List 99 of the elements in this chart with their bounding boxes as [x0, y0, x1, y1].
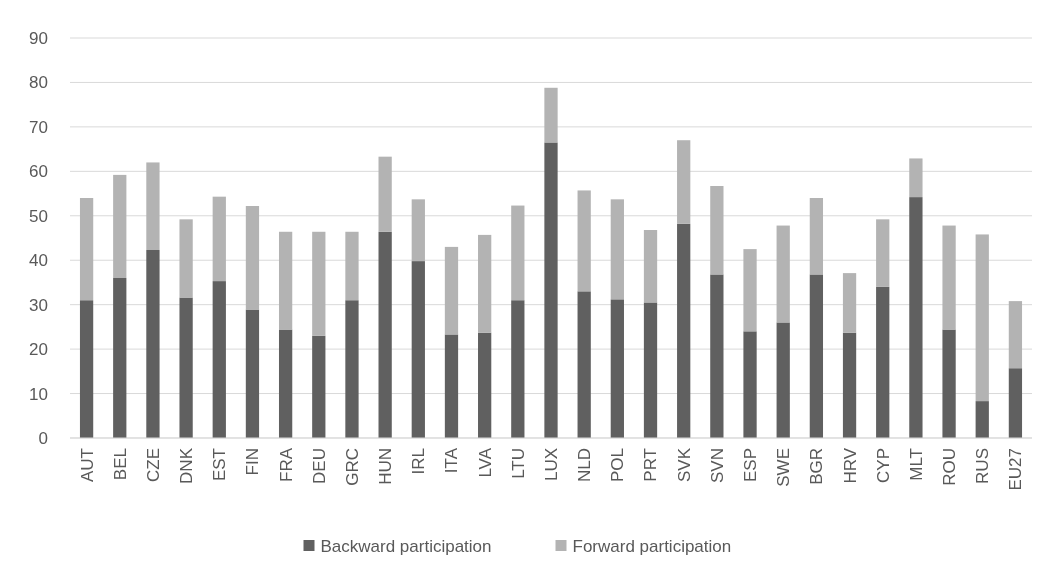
bar — [146, 162, 160, 250]
y-tick-label: 70 — [29, 117, 48, 137]
bar — [79, 300, 94, 438]
x-tick-label: ITA — [442, 447, 462, 474]
bar — [411, 199, 425, 262]
legend-label: Forward participation — [572, 536, 732, 556]
y-tick-label: 40 — [29, 251, 48, 271]
bar — [278, 231, 293, 330]
x-tick-label: AUT — [77, 448, 97, 482]
bar — [677, 140, 691, 224]
x-tick-label: RUS — [973, 448, 993, 484]
bar — [146, 250, 160, 438]
bar — [577, 291, 591, 438]
x-tick-label: SWE — [774, 448, 794, 487]
bar — [245, 309, 260, 438]
bar — [511, 300, 525, 438]
bar — [743, 331, 757, 438]
bar — [511, 205, 525, 301]
x-tick-label: EST — [210, 448, 230, 482]
bar — [942, 329, 956, 438]
x-tick-label: GRC — [342, 448, 362, 486]
bar — [809, 274, 824, 438]
bar — [212, 281, 226, 438]
bar — [245, 206, 260, 310]
bar — [544, 87, 558, 143]
x-tick-label: IRL — [409, 448, 429, 475]
x-tick-label: FIN — [243, 448, 263, 476]
bar — [478, 234, 492, 333]
bar — [378, 231, 392, 438]
bar — [312, 335, 326, 438]
bar — [345, 231, 359, 301]
x-tick-label: FRA — [276, 447, 296, 482]
bar — [577, 190, 591, 292]
y-tick-label: 50 — [29, 206, 48, 226]
bar — [444, 334, 459, 438]
bar — [975, 401, 989, 438]
x-tick-label: CYP — [873, 448, 893, 483]
bar — [643, 302, 658, 438]
x-tick-label: CZE — [143, 448, 163, 482]
bar — [610, 199, 624, 300]
bar — [776, 322, 790, 438]
bar — [544, 142, 558, 438]
y-tick-label: 10 — [29, 384, 48, 404]
x-tick-label: HRV — [840, 447, 860, 484]
bar — [610, 299, 624, 438]
x-tick-label: DEU — [309, 448, 329, 484]
bar — [312, 231, 326, 336]
x-tick-label: NLD — [575, 448, 595, 483]
y-tick-label: 0 — [38, 428, 48, 448]
bar — [975, 234, 989, 402]
bar — [876, 219, 890, 287]
x-tick-label: ESP — [740, 448, 760, 483]
y-tick-label: 80 — [29, 73, 48, 93]
bar — [444, 246, 459, 335]
bar — [1008, 301, 1023, 369]
bar — [909, 197, 923, 438]
y-tick-label: 60 — [29, 162, 48, 182]
bar — [677, 223, 691, 438]
bar — [710, 186, 724, 275]
x-tick-label: SVN — [707, 448, 727, 483]
x-tick-label: BEL — [110, 448, 130, 481]
bar — [113, 278, 127, 438]
bar — [842, 332, 857, 438]
x-tick-label: SVK — [674, 447, 694, 483]
x-tick-label: EU27 — [1006, 448, 1026, 491]
bar — [1008, 368, 1023, 438]
x-tick-label: POL — [608, 448, 628, 483]
legend-label: Backward participation — [320, 536, 492, 556]
bar — [909, 158, 923, 198]
x-tick-label: BGR — [807, 448, 827, 485]
y-tick-label: 90 — [29, 28, 48, 48]
bar — [776, 225, 790, 323]
bar — [113, 174, 127, 278]
bar — [345, 300, 359, 438]
x-tick-label: LVA — [475, 447, 495, 478]
bar — [378, 156, 392, 232]
bar — [478, 332, 492, 438]
bar — [79, 198, 94, 301]
y-tick-label: 30 — [29, 295, 48, 315]
x-tick-label: PRT — [641, 448, 661, 482]
x-tick-label: DNK — [177, 447, 197, 484]
x-tick-label: HUN — [376, 448, 396, 485]
bar — [643, 230, 658, 303]
x-tick-label: LUX — [541, 448, 561, 482]
bar — [710, 274, 724, 438]
bar — [809, 198, 824, 275]
bar — [179, 297, 193, 438]
bar — [411, 261, 425, 438]
y-tick-label: 20 — [29, 340, 48, 360]
bar — [942, 225, 956, 330]
x-tick-label: MLT — [906, 448, 926, 481]
bar — [876, 286, 890, 438]
bar — [278, 329, 293, 438]
x-tick-label: ROU — [940, 448, 960, 486]
bar — [179, 219, 193, 298]
bar — [212, 196, 226, 282]
bar — [842, 273, 857, 333]
bar — [743, 249, 757, 332]
x-tick-label: LTU — [508, 448, 528, 479]
